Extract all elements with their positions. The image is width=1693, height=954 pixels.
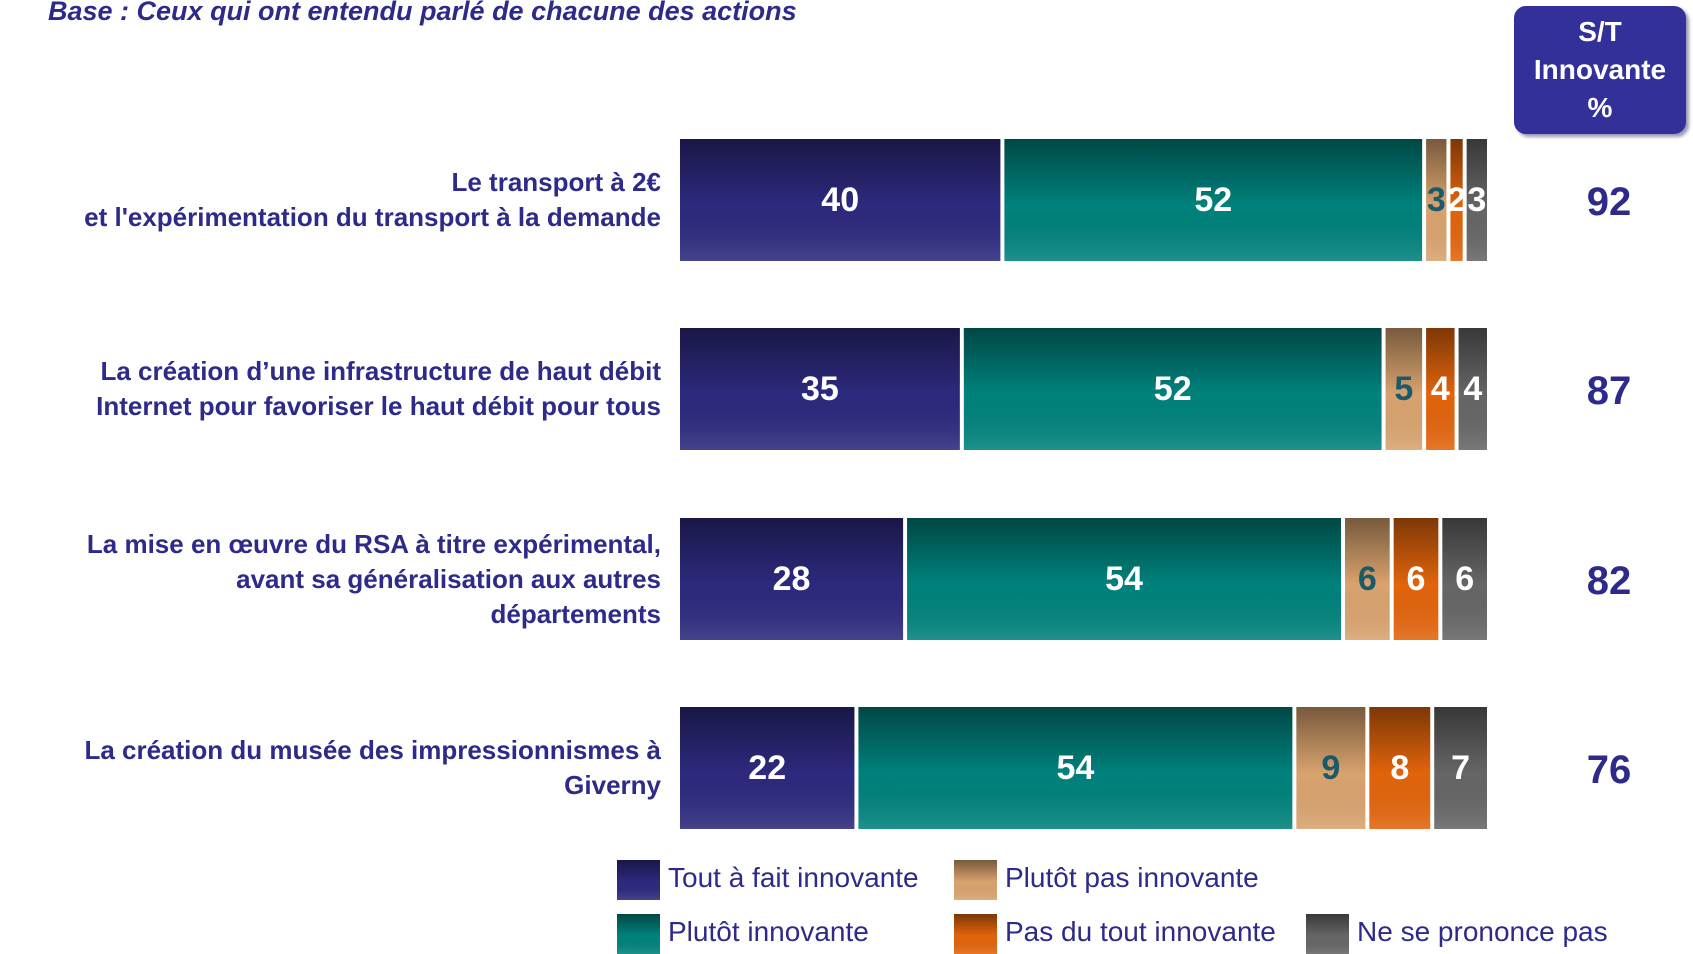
bar-shade xyxy=(1466,139,1487,261)
bar-shade xyxy=(1450,139,1463,261)
bar-shade xyxy=(1345,518,1390,640)
value-label: 6 xyxy=(1407,560,1426,598)
legend-shade xyxy=(617,914,660,954)
bar-shade xyxy=(963,328,1382,450)
legend-label: Plutôt pas innovante xyxy=(1005,862,1259,893)
bar-shade xyxy=(1385,328,1423,450)
bar-shade xyxy=(680,518,904,640)
legend-shade xyxy=(617,860,660,900)
bar-shade xyxy=(858,707,1293,829)
bar-shade xyxy=(680,328,960,450)
legend-shade xyxy=(1306,914,1349,954)
legend-label: Plutôt innovante xyxy=(668,916,869,947)
value-label: 28 xyxy=(773,560,811,598)
value-label: 35 xyxy=(801,370,839,408)
category-label: La création d’une infrastructure de haut… xyxy=(96,356,661,421)
bar-shade xyxy=(1434,707,1487,829)
bar-shade xyxy=(1369,707,1431,829)
value-label: 54 xyxy=(1056,749,1094,787)
value-label: 7 xyxy=(1451,749,1470,787)
category-label: La mise en œuvre du RSA à titre expérime… xyxy=(86,528,661,629)
value-label: 54 xyxy=(1105,560,1143,598)
value-label: 9 xyxy=(1321,749,1340,787)
value-label: 40 xyxy=(821,181,859,219)
total-value: 82 xyxy=(1587,559,1632,603)
value-label: 3 xyxy=(1467,181,1486,219)
bar-shade xyxy=(680,139,1001,261)
legend-label: Ne se prononce pas xyxy=(1357,916,1608,947)
value-label: 8 xyxy=(1390,749,1409,787)
total-value: 76 xyxy=(1587,748,1632,792)
bar-shade xyxy=(1296,707,1366,829)
value-label: 52 xyxy=(1194,181,1232,219)
bar-shade xyxy=(907,518,1342,640)
bar-shade xyxy=(1426,139,1447,261)
legend-shade xyxy=(954,914,997,954)
value-label: 4 xyxy=(1431,370,1450,408)
bar-shade xyxy=(1442,518,1487,640)
value-label: 2 xyxy=(1447,181,1466,219)
subtitle: Base : Ceux qui ont entendu parlé de cha… xyxy=(48,0,797,26)
category-label: La création du musée des impressionnisme… xyxy=(84,735,661,800)
bar-shade xyxy=(1004,139,1423,261)
value-label: 5 xyxy=(1394,370,1413,408)
value-label: 4 xyxy=(1463,370,1482,408)
legend-shade xyxy=(954,860,997,900)
bar-shade xyxy=(680,707,855,829)
value-label: 6 xyxy=(1358,560,1377,598)
total-value: 92 xyxy=(1587,180,1632,224)
total-header: S/T Innovante % xyxy=(1514,6,1686,134)
total-value: 87 xyxy=(1587,369,1632,413)
value-label: 52 xyxy=(1154,370,1192,408)
value-label: 22 xyxy=(748,749,786,787)
bar-shade xyxy=(1426,328,1455,450)
value-label: 6 xyxy=(1455,560,1474,598)
value-label: 3 xyxy=(1427,181,1446,219)
category-label: Le transport à 2€ et l'expérimentation d… xyxy=(84,167,661,232)
legend-label: Tout à fait innovante xyxy=(668,862,919,893)
bar-shade xyxy=(1458,328,1487,450)
legend-label: Pas du tout innovante xyxy=(1005,916,1276,947)
bar-shade xyxy=(1393,518,1439,640)
